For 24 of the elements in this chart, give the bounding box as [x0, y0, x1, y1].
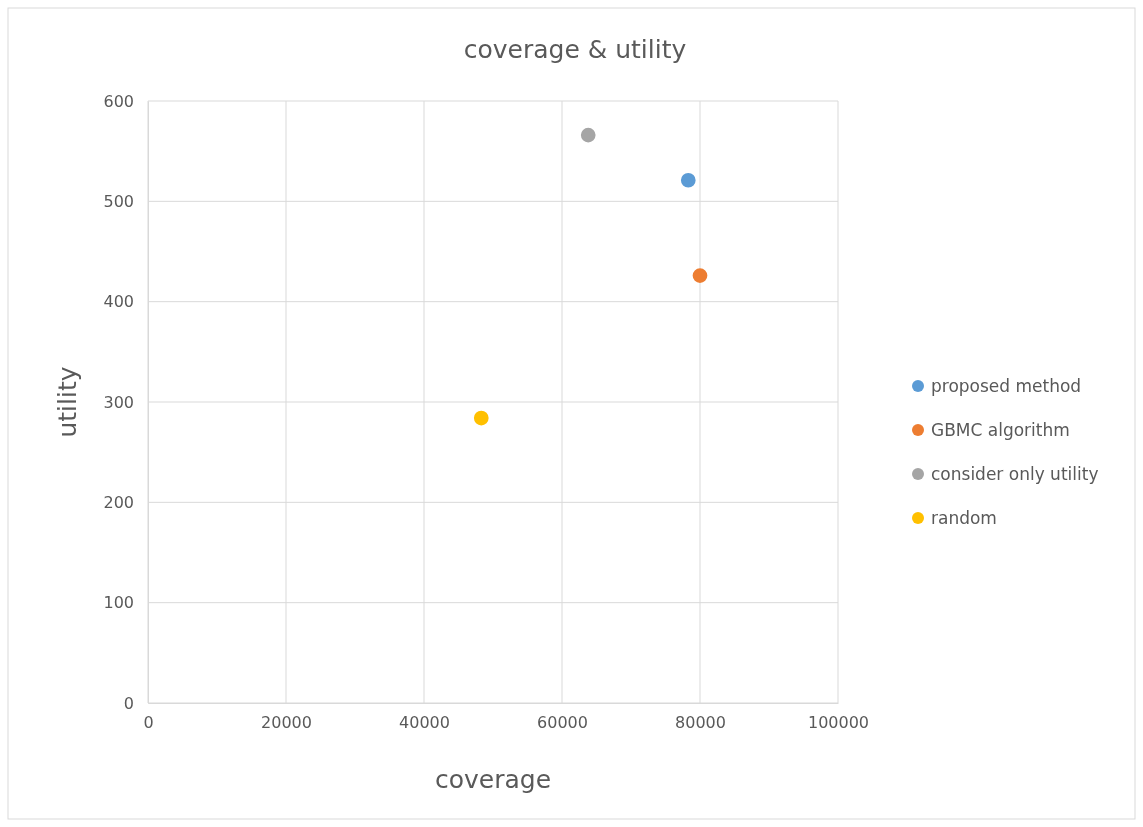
point [680, 172, 696, 188]
legend-label: GBMC algorithm [931, 420, 1070, 440]
x-axis-title: coverage [434, 765, 552, 794]
x-tick-label: 80000 [675, 713, 726, 733]
y-tick-label: 500 [103, 191, 134, 211]
x-tick-label: 20000 [261, 713, 312, 733]
legend-label: proposed method [931, 376, 1082, 396]
x-tick-label: 40000 [399, 713, 450, 733]
point [473, 410, 489, 426]
y-tick-label: 100 [103, 593, 134, 613]
legend-label: consider only utility [931, 464, 1099, 484]
x-tick-label: 100000 [807, 713, 870, 733]
point [580, 127, 596, 143]
y-axis-title: utility [53, 366, 82, 438]
chart-title: coverage & utility [463, 35, 687, 64]
y-tick-label: 400 [103, 292, 134, 312]
y-tick-label: 200 [103, 492, 134, 512]
point [692, 268, 708, 283]
y-tick-label: 300 [103, 392, 134, 412]
legend-label: random [931, 508, 997, 528]
x-tick-label: 0 [143, 713, 154, 733]
y-tick-label: 600 [103, 91, 134, 111]
y-tick-label: 0 [123, 693, 134, 713]
x-tick-label: 60000 [537, 713, 588, 733]
